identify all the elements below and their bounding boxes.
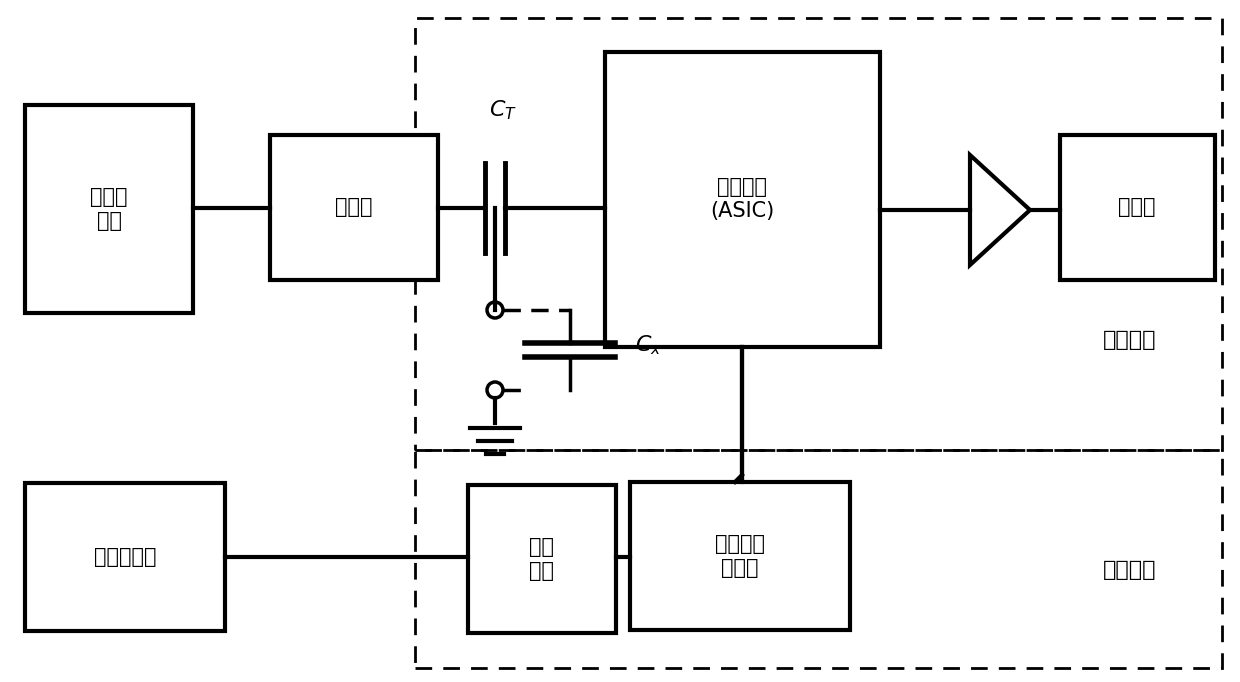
Text: 测试母板: 测试母板	[1104, 560, 1157, 580]
Text: 信号发
生器: 信号发 生器	[91, 188, 128, 231]
Bar	[1060, 135, 1215, 280]
Text: 被测芯片
(ASIC): 被测芯片 (ASIC)	[709, 177, 774, 220]
Text: $C_x$: $C_x$	[635, 333, 662, 357]
Polygon shape	[970, 155, 1030, 265]
Bar	[25, 105, 193, 313]
Bar	[25, 483, 224, 631]
Text: 测试子板: 测试子板	[1104, 330, 1157, 350]
Text: 电源
接头: 电源 接头	[529, 537, 554, 580]
Text: 衰减器: 衰减器	[335, 197, 373, 217]
Bar	[630, 482, 849, 630]
Text: 示波器: 示波器	[1118, 197, 1156, 217]
Text: 高精度电源: 高精度电源	[94, 547, 156, 567]
Bar	[415, 18, 1221, 450]
Bar	[270, 135, 438, 280]
Bar	[467, 485, 616, 633]
Bar	[605, 52, 880, 347]
Bar	[415, 450, 1221, 668]
Text: $C_T$: $C_T$	[489, 98, 517, 122]
Text: 电源及偏
置产生: 电源及偏 置产生	[715, 535, 765, 578]
